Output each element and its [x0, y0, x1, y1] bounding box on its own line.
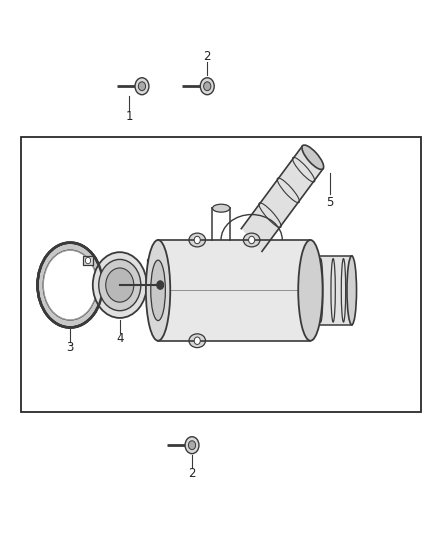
- Ellipse shape: [106, 268, 134, 302]
- Circle shape: [85, 257, 91, 264]
- Ellipse shape: [298, 240, 322, 341]
- Ellipse shape: [244, 233, 260, 247]
- Ellipse shape: [189, 334, 205, 348]
- Circle shape: [249, 236, 254, 244]
- Text: 2: 2: [204, 50, 211, 62]
- Ellipse shape: [212, 204, 230, 212]
- Circle shape: [135, 78, 149, 95]
- Circle shape: [200, 78, 214, 95]
- Bar: [83, 256, 93, 265]
- Ellipse shape: [93, 252, 147, 318]
- Bar: [21, 136, 421, 413]
- Text: 3: 3: [67, 341, 74, 354]
- Ellipse shape: [146, 240, 170, 341]
- Ellipse shape: [189, 233, 205, 247]
- Ellipse shape: [99, 260, 141, 311]
- Bar: [311, 256, 352, 325]
- Text: 4: 4: [116, 332, 124, 345]
- Circle shape: [188, 441, 196, 450]
- Circle shape: [194, 236, 200, 244]
- Ellipse shape: [43, 251, 97, 320]
- Text: 2: 2: [188, 467, 196, 480]
- Ellipse shape: [347, 256, 357, 325]
- Circle shape: [138, 82, 145, 91]
- Ellipse shape: [151, 260, 166, 320]
- Circle shape: [204, 82, 211, 91]
- Bar: [147, 259, 156, 269]
- Text: 1: 1: [126, 110, 133, 123]
- Ellipse shape: [302, 145, 324, 169]
- Bar: [158, 240, 311, 341]
- Circle shape: [194, 337, 200, 344]
- Polygon shape: [241, 146, 323, 252]
- Ellipse shape: [38, 243, 103, 327]
- Circle shape: [185, 437, 199, 454]
- Text: 5: 5: [326, 196, 334, 209]
- Circle shape: [157, 281, 164, 289]
